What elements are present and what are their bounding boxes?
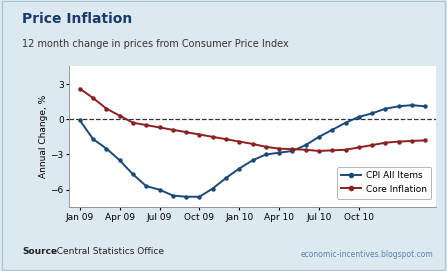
Y-axis label: Annual Change, %: Annual Change, % xyxy=(39,95,48,179)
Text: Source: Source xyxy=(22,247,58,256)
Legend: CPI All Items, Core Inflation: CPI All Items, Core Inflation xyxy=(337,167,431,199)
Text: Price Inflation: Price Inflation xyxy=(22,12,133,26)
Text: 12 month change in prices from Consumer Price Index: 12 month change in prices from Consumer … xyxy=(22,39,289,49)
Text: economic-incentives.blogspot.com: economic-incentives.blogspot.com xyxy=(301,250,434,259)
Text: : Central Statistics Office: : Central Statistics Office xyxy=(51,247,164,256)
